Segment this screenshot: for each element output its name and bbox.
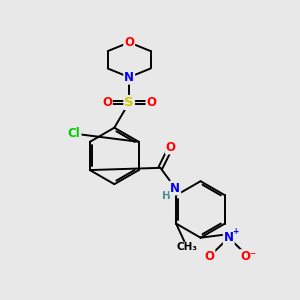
Text: H: H — [162, 191, 171, 201]
Text: O: O — [204, 250, 214, 263]
Text: CH₃: CH₃ — [177, 242, 198, 253]
Text: N: N — [170, 182, 180, 194]
Text: O: O — [102, 96, 112, 109]
Text: O: O — [166, 140, 176, 154]
Text: N: N — [224, 231, 234, 244]
Text: N: N — [124, 71, 134, 84]
Text: S: S — [124, 96, 134, 109]
Text: Cl: Cl — [68, 127, 81, 140]
Text: O: O — [124, 36, 134, 49]
Text: O⁻: O⁻ — [240, 250, 256, 263]
Text: +: + — [232, 226, 239, 236]
Text: O: O — [146, 96, 157, 109]
